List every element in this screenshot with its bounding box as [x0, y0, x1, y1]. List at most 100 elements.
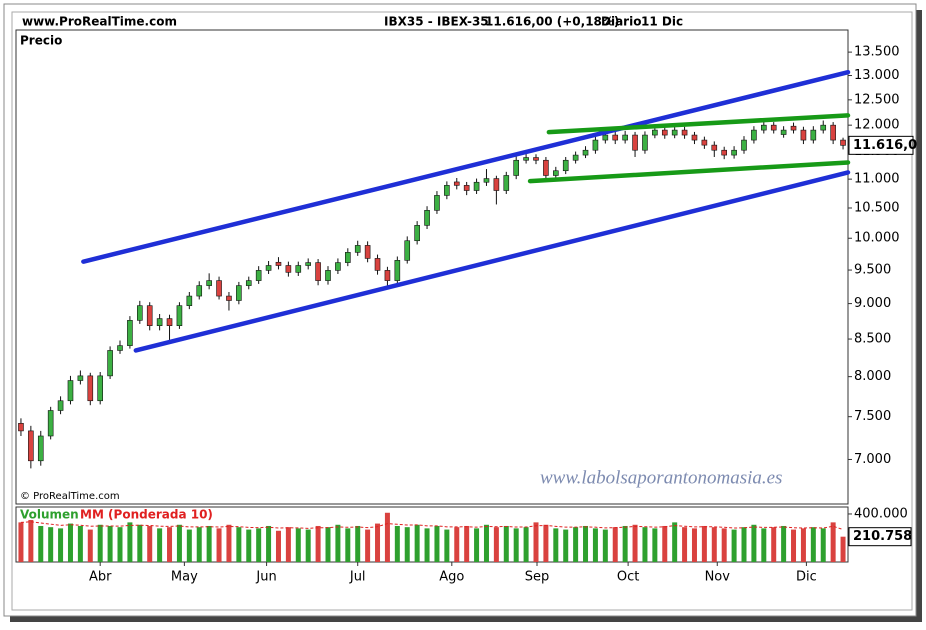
candle-body: [820, 124, 827, 131]
candle-body: [137, 305, 143, 321]
candle-body: [414, 225, 420, 242]
candle-body: [473, 181, 480, 191]
volume-bar: [335, 524, 341, 562]
volume-bar: [384, 512, 390, 562]
candle-body: [592, 139, 599, 151]
volume-bar: [18, 522, 24, 562]
volume-bar: [632, 524, 638, 562]
candle-body: [18, 423, 24, 432]
candle-body: [701, 139, 708, 146]
volume-bar: [503, 525, 509, 562]
volume-bar: [305, 529, 311, 562]
candle-body: [622, 134, 628, 141]
candle-body: [424, 210, 430, 226]
volume-bar: [701, 525, 707, 562]
volume-bar: [77, 525, 83, 562]
volume-bar: [721, 528, 727, 562]
candle-body: [582, 149, 589, 156]
candle-body: [117, 345, 123, 351]
volume-bar: [67, 523, 73, 562]
site-name: www.ProRealTime.com: [22, 15, 177, 29]
volume-bar: [642, 527, 648, 562]
volume-bar: [464, 525, 470, 562]
candle-body: [245, 280, 252, 286]
volume-bar: [771, 527, 777, 562]
candle-body: [285, 265, 292, 273]
candle-body: [384, 270, 391, 281]
candle-body: [642, 134, 648, 151]
candle-body: [562, 159, 569, 172]
y-tick-label: 13.500: [854, 45, 900, 60]
volume-bar: [444, 529, 450, 562]
y-tick-label: 8.000: [854, 369, 891, 384]
candle-body: [77, 375, 84, 381]
volume-bar: [295, 528, 301, 562]
volume-bar: [820, 528, 826, 562]
volume-bar: [404, 527, 410, 562]
volume-bar: [682, 527, 688, 562]
volume-bar: [137, 524, 143, 562]
candle-body: [394, 260, 401, 281]
volume-bar: [553, 528, 559, 562]
volume-bar: [563, 529, 569, 562]
candle-body: [553, 170, 559, 176]
volume-bar: [533, 522, 539, 562]
candle-body: [325, 270, 331, 281]
y-tick-label: 9.500: [854, 263, 891, 278]
candle-body: [602, 134, 609, 141]
volume-bar: [226, 524, 232, 562]
chart-panel: [11, 11, 913, 611]
candle-body: [67, 380, 74, 402]
candle-body: [523, 157, 529, 161]
candle-body: [661, 129, 668, 136]
volume-bar: [830, 522, 836, 562]
candle-body: [463, 185, 470, 191]
volume-bar: [87, 529, 93, 562]
candle-body: [196, 285, 203, 297]
candle-body: [236, 285, 242, 301]
volume-bar: [176, 524, 182, 562]
period: Diario: [601, 15, 641, 29]
watermark: www.labolsaporantonomasia.es: [540, 467, 782, 488]
volume-bar: [236, 527, 242, 562]
last-value-box: [848, 527, 912, 547]
candle-body: [513, 159, 519, 176]
candle-body: [156, 318, 163, 326]
candle-body: [87, 375, 94, 402]
volume-bar: [523, 527, 529, 562]
volume-bar: [810, 527, 816, 562]
candle-body: [295, 265, 302, 273]
candle-body: [840, 139, 846, 146]
volume-bar: [275, 530, 281, 562]
candle-body: [731, 149, 737, 156]
candle-body: [503, 175, 510, 191]
last-value-label: 11.616,0: [853, 138, 917, 153]
candle-body: [810, 129, 817, 141]
trend-line: [527, 160, 851, 184]
candle-body: [37, 435, 44, 462]
candle-body: [146, 305, 153, 326]
volume-bar: [731, 529, 737, 562]
volume-bar: [583, 525, 589, 562]
x-tick-label: Oct: [617, 570, 639, 585]
volume-bar: [761, 528, 767, 562]
date: 11 Dic: [641, 15, 683, 29]
instrument: IBX35 - IBEX-35: [384, 15, 489, 29]
volume-bar: [256, 528, 262, 562]
legend-entry: Volumen: [20, 508, 79, 522]
volume-bar: [206, 525, 212, 562]
candle-body: [543, 159, 549, 176]
x-tick-label: May: [171, 570, 198, 585]
candle-body: [780, 129, 787, 135]
candle-body: [800, 129, 807, 141]
candle-body: [681, 129, 688, 136]
candle-body: [255, 270, 262, 281]
last-price: 11.616,00 (+0,18%): [485, 15, 619, 29]
trend-line: [546, 113, 851, 135]
candle-body: [166, 318, 173, 326]
volume-bar: [573, 527, 579, 562]
pane-title: Precio: [20, 34, 62, 48]
x-tick-label: Sep: [525, 570, 550, 585]
candle-body: [533, 157, 539, 161]
